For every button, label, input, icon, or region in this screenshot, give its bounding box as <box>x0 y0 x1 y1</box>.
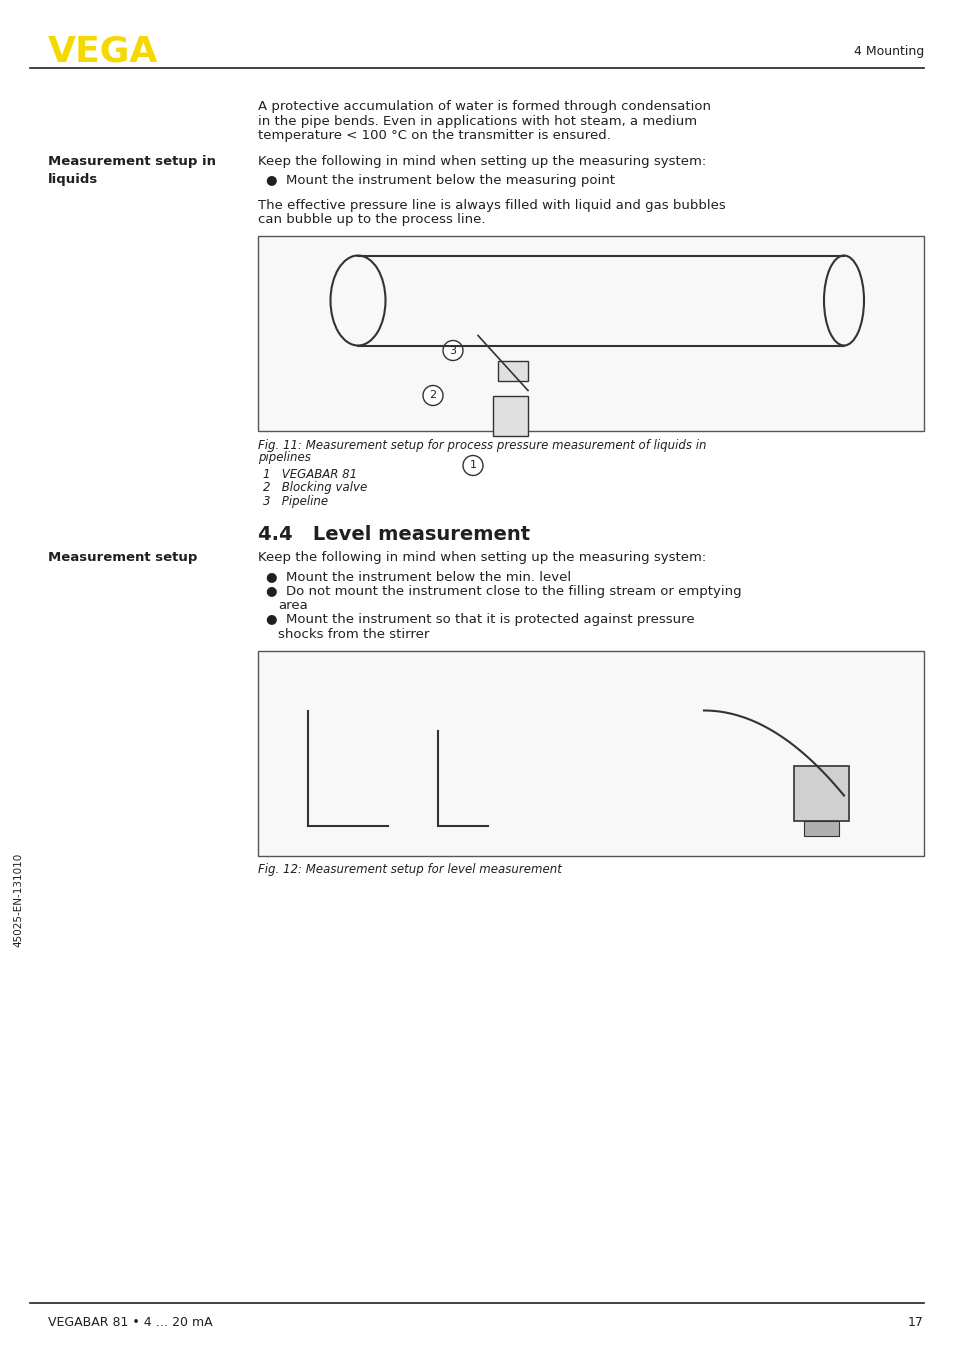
Text: can bubble up to the process line.: can bubble up to the process line. <box>257 213 485 226</box>
Text: shocks from the stirrer: shocks from the stirrer <box>277 628 429 640</box>
Text: pipelines: pipelines <box>257 451 311 464</box>
Text: Fig. 12: Measurement setup for level measurement: Fig. 12: Measurement setup for level mea… <box>257 864 561 876</box>
Circle shape <box>442 340 462 360</box>
Text: 4 Mounting: 4 Mounting <box>853 46 923 58</box>
Bar <box>493 395 527 436</box>
Text: The effective pressure line is always filled with liquid and gas bubbles: The effective pressure line is always fi… <box>257 199 725 211</box>
Text: 2   Blocking valve: 2 Blocking valve <box>263 482 367 494</box>
Text: Keep the following in mind when setting up the measuring system:: Keep the following in mind when setting … <box>257 156 705 168</box>
Text: in the pipe bends. Even in applications with hot steam, a medium: in the pipe bends. Even in applications … <box>257 115 697 127</box>
Text: VEGA: VEGA <box>48 35 158 69</box>
Text: Keep the following in mind when setting up the measuring system:: Keep the following in mind when setting … <box>257 551 705 565</box>
Text: 3: 3 <box>449 345 456 356</box>
Text: Fig. 11: Measurement setup for process pressure measurement of liquids in: Fig. 11: Measurement setup for process p… <box>257 439 706 451</box>
Text: ●  Mount the instrument so that it is protected against pressure: ● Mount the instrument so that it is pro… <box>266 613 694 627</box>
Text: Measurement setup in
liquids: Measurement setup in liquids <box>48 156 215 187</box>
Text: A protective accumulation of water is formed through condensation: A protective accumulation of water is fo… <box>257 100 710 112</box>
Text: VEGABAR 81 • 4 … 20 mA: VEGABAR 81 • 4 … 20 mA <box>48 1316 213 1328</box>
Text: Measurement setup: Measurement setup <box>48 551 197 565</box>
Text: 17: 17 <box>907 1316 923 1328</box>
Text: ●  Mount the instrument below the measuring point: ● Mount the instrument below the measuri… <box>266 175 615 187</box>
Text: 45025-EN-131010: 45025-EN-131010 <box>13 853 23 948</box>
Text: 3   Pipeline: 3 Pipeline <box>263 494 328 508</box>
Circle shape <box>462 455 482 475</box>
Text: area: area <box>277 598 308 612</box>
Text: 2: 2 <box>429 390 436 401</box>
Text: 1   VEGABAR 81: 1 VEGABAR 81 <box>263 468 356 482</box>
Text: 4.4   Level measurement: 4.4 Level measurement <box>257 525 530 544</box>
FancyBboxPatch shape <box>257 236 923 431</box>
Text: temperature < 100 °C on the transmitter is ensured.: temperature < 100 °C on the transmitter … <box>257 129 610 142</box>
Bar <box>803 821 838 835</box>
Text: ●  Do not mount the instrument close to the filling stream or emptying: ● Do not mount the instrument close to t… <box>266 585 740 597</box>
Text: 1: 1 <box>469 460 476 470</box>
Bar <box>497 360 527 380</box>
Text: ●  Mount the instrument below the min. level: ● Mount the instrument below the min. le… <box>266 570 571 584</box>
FancyBboxPatch shape <box>257 650 923 856</box>
Bar <box>793 765 848 821</box>
Circle shape <box>422 386 442 405</box>
